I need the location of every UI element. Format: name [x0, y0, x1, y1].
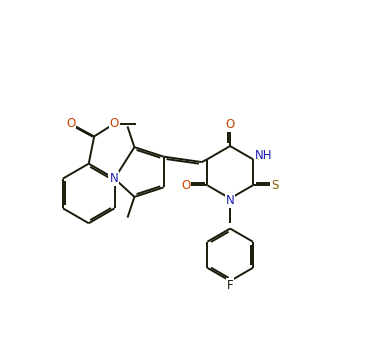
- Text: N: N: [109, 172, 118, 185]
- Text: O: O: [66, 117, 75, 130]
- Text: O: O: [181, 179, 190, 192]
- Text: NH: NH: [255, 149, 272, 162]
- Text: O: O: [109, 117, 119, 130]
- Text: S: S: [271, 179, 278, 192]
- Text: F: F: [227, 279, 234, 292]
- Text: O: O: [225, 118, 235, 131]
- Text: N: N: [226, 194, 235, 207]
